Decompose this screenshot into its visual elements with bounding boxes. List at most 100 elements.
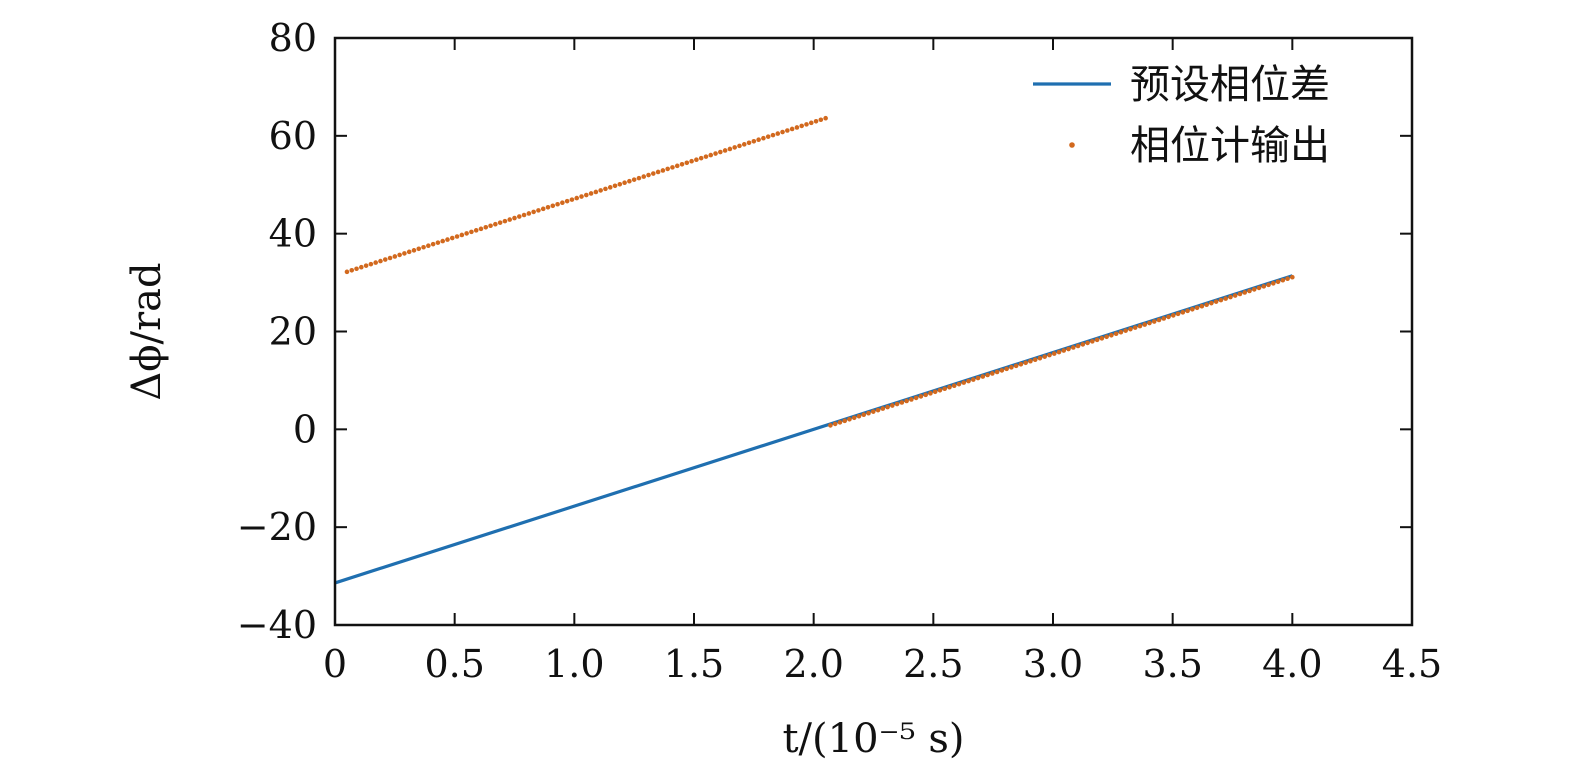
series-point-meter-output <box>970 377 976 382</box>
legend-label-preset-phase: 预设相位差 <box>1130 62 1330 108</box>
series-point-meter-output <box>449 235 455 241</box>
ticks-layer: 0 0.5 1.0 1.5 2.0 2.5 3.0 3.5 4.0 4.5 −40 −20 0 20 40 6… <box>237 16 1442 686</box>
series-point-meter-output <box>373 260 378 265</box>
x-tick-label: 1.0 <box>544 642 604 686</box>
series-point-meter-output <box>770 132 776 138</box>
series-point-meter-output <box>722 148 728 153</box>
series-point-meter-output <box>1113 331 1119 337</box>
y-axis-label: Δϕ/rad <box>124 262 170 400</box>
series-point-meter-output <box>430 241 436 247</box>
series-point-meter-output <box>1170 313 1176 318</box>
series-point-meter-output <box>555 201 560 207</box>
series-point-meter-output <box>923 392 928 398</box>
series-point-meter-output <box>942 386 948 392</box>
series-point-meter-output <box>526 211 532 216</box>
legend-label-meter-output: 相位计输出 <box>1130 123 1330 169</box>
series-point-meter-output <box>741 142 747 147</box>
series-point-meter-output <box>502 218 508 224</box>
series-point-meter-output <box>999 368 1005 373</box>
series-point-meter-output <box>1109 332 1114 338</box>
series-point-meter-output <box>1237 291 1243 297</box>
series-point-meter-output <box>1213 299 1219 304</box>
series-point-meter-output <box>1228 294 1233 300</box>
series-point-meter-output <box>660 168 666 173</box>
series-point-meter-output <box>1032 357 1038 363</box>
series-point-meter-output <box>756 137 761 143</box>
x-tick-label: 4.5 <box>1382 642 1442 686</box>
series-point-meter-output <box>445 237 450 242</box>
series-point-meter-output <box>1147 320 1152 326</box>
series-point-meter-output <box>1047 352 1052 358</box>
series-point-meter-output <box>689 158 694 164</box>
series-point-meter-output <box>799 123 804 129</box>
series-point-meter-output <box>1261 284 1267 289</box>
series-point-meter-output <box>1013 363 1019 369</box>
series-point-meter-output <box>564 198 570 204</box>
series-point-meter-output <box>966 378 971 384</box>
series-point-meter-output <box>870 409 876 414</box>
series-point-meter-output <box>751 138 757 144</box>
series-point-meter-output <box>761 135 766 141</box>
series-point-meter-output <box>708 152 714 158</box>
y-tick-label: 20 <box>269 310 317 354</box>
series-point-meter-output <box>569 197 575 202</box>
series-point-meter-output <box>382 257 388 262</box>
series-point-meter-output <box>818 117 824 123</box>
series-point-meter-output <box>560 200 565 206</box>
series-point-meter-output <box>435 240 441 245</box>
x-tick-label: 0.5 <box>424 642 484 686</box>
series-point-meter-output <box>828 423 833 428</box>
series-point-meter-output <box>1123 328 1128 333</box>
series-point-meter-output <box>1156 317 1162 323</box>
series-point-meter-output <box>1199 303 1205 309</box>
series-point-meter-output <box>1194 305 1200 311</box>
series-point-meter-output <box>928 391 933 396</box>
series-point-meter-output <box>478 226 484 232</box>
series-point-meter-output <box>1137 323 1143 329</box>
legend-dot-marker <box>1069 142 1075 148</box>
series-point-meter-output <box>1018 361 1024 367</box>
y-tick-label: −40 <box>237 603 317 647</box>
series-point-meter-output <box>531 209 536 215</box>
series-point-meter-output <box>636 175 642 181</box>
series-point-meter-output <box>713 151 718 156</box>
series-point-meter-output <box>440 238 446 244</box>
series-point-meter-output <box>397 252 402 258</box>
series-layer <box>334 115 1295 585</box>
series-point-meter-output <box>913 395 919 401</box>
series-point-meter-output <box>813 118 819 124</box>
series-point-meter-output <box>847 417 852 422</box>
series-point-meter-output <box>598 188 603 193</box>
series-point-meter-output <box>1056 349 1062 355</box>
series-point-meter-output <box>579 194 584 199</box>
series-point-meter-output <box>1190 306 1195 312</box>
series-point-meter-output <box>545 205 551 210</box>
series-point-meter-output <box>641 174 647 179</box>
series-point-meter-output <box>1290 274 1295 280</box>
series-point-meter-output <box>473 228 479 233</box>
series-point-meter-output <box>488 223 493 229</box>
series-point-meter-output <box>718 149 723 155</box>
series-point-meter-output <box>990 371 995 376</box>
series-point-meter-output <box>894 401 900 407</box>
y-tick-label: 40 <box>269 212 317 256</box>
series-point-meter-output <box>775 131 781 136</box>
series-point-meter-output <box>1247 288 1252 294</box>
series-point-meter-output <box>344 269 350 275</box>
series-point-meter-output <box>646 172 651 178</box>
series-point-meter-output <box>837 420 843 425</box>
series-point-meter-output <box>1070 345 1076 350</box>
series-point-meter-output <box>674 163 680 169</box>
series-point-meter-output <box>483 224 489 230</box>
x-tick-label: 2.0 <box>783 642 843 686</box>
series-point-meter-output <box>746 140 752 146</box>
series-point-meter-output <box>588 191 594 196</box>
series-point-meter-output <box>1118 329 1124 335</box>
series-point-meter-output <box>1175 311 1181 317</box>
series-point-meter-output <box>947 384 952 390</box>
series-point-meter-output <box>464 231 469 236</box>
series-point-meter-output <box>1232 293 1238 298</box>
series-point-meter-output <box>804 122 809 127</box>
